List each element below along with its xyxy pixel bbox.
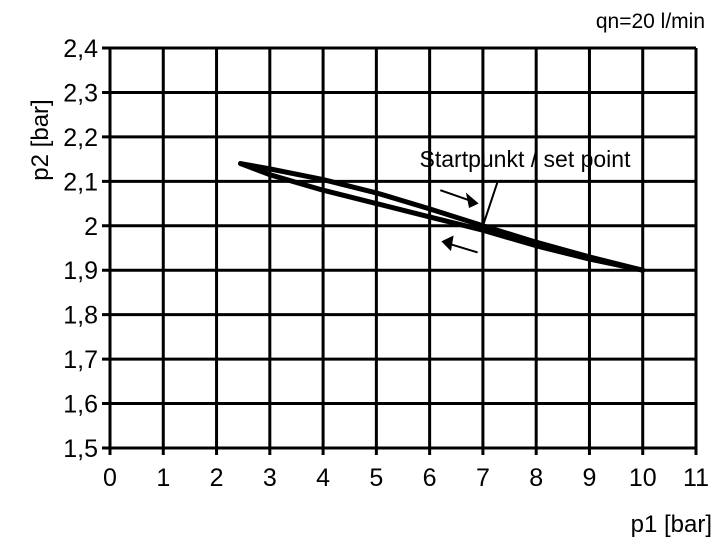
- x-tick-label: 2: [210, 464, 224, 492]
- x-tick-label: 5: [369, 464, 383, 492]
- x-tick-label: 1: [156, 464, 170, 492]
- x-axis-label: p1 [bar]: [631, 511, 712, 538]
- arrow-left-icon: [441, 235, 454, 252]
- y-tick-label: 2,3: [63, 79, 98, 107]
- x-tick-label: 3: [263, 464, 277, 492]
- series-line-increasing: [238, 161, 646, 273]
- x-tick-label: 6: [423, 464, 437, 492]
- annotations: Startpunkt / set point: [420, 146, 632, 254]
- y-tick-label: 2,2: [63, 124, 98, 152]
- y-tick-label: 2,4: [63, 35, 98, 63]
- x-tick-label: 8: [529, 464, 543, 492]
- arrow-right-shaft: [439, 189, 473, 203]
- annotation-label: Startpunkt / set point: [420, 146, 632, 172]
- series-group: [238, 161, 646, 273]
- y-tick-label: 1,5: [63, 435, 98, 463]
- x-tick-label: 4: [316, 464, 330, 492]
- x-tick-label: 11: [683, 464, 709, 492]
- tick-labels: 0 1 2 3 4 5 6 7 8 9 10 11 1,5 1,6 1,7 1,8 1,9 2 2,1 2,2 2,3 2…: [63, 35, 709, 492]
- series-line-decreasing: [238, 161, 646, 273]
- annotation-leader-line: [481, 180, 499, 227]
- y-axis-label: p2 [bar]: [27, 99, 54, 180]
- grid: [102, 46, 698, 455]
- y-tick-label: 1,7: [63, 346, 98, 374]
- x-tick-label: 10: [629, 464, 657, 492]
- x-tick-label: 0: [103, 464, 117, 492]
- top-right-annotation: qn=20 l/min: [596, 10, 705, 33]
- x-tick-label: 7: [476, 464, 490, 492]
- arrow-right-icon: [465, 192, 479, 208]
- x-tick-label: 9: [583, 464, 597, 492]
- y-tick-label: 1,8: [63, 302, 98, 330]
- arrow-left-shaft: [447, 242, 478, 254]
- y-tick-label: 1,6: [63, 391, 98, 419]
- y-tick-label: 2,1: [63, 168, 98, 196]
- y-tick-label: 2: [84, 213, 98, 241]
- y-tick-label: 1,9: [63, 257, 98, 285]
